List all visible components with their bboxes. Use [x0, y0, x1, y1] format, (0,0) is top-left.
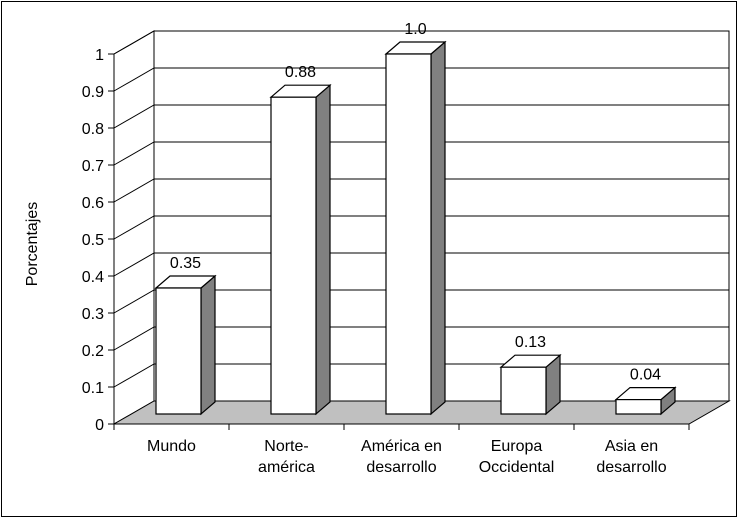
data-label: 0.13 — [515, 334, 546, 351]
bar — [615, 399, 662, 415]
bar — [500, 366, 547, 415]
y-tick-label: 0.9 — [82, 84, 104, 101]
data-label: 0.35 — [170, 255, 201, 272]
bar — [270, 96, 317, 415]
bar — [155, 287, 202, 415]
x-tick-label: Norte-américa — [258, 438, 315, 476]
gridline — [113, 178, 729, 203]
gridlines — [113, 30, 729, 388]
x-tick-label: Asia en desarrollo — [596, 438, 666, 476]
gridline — [113, 326, 729, 351]
bar-side — [200, 274, 216, 416]
gridline — [113, 252, 729, 277]
y-tick-label: 0.5 — [82, 232, 104, 249]
x-tick-label-line: América en — [361, 438, 442, 455]
gridline — [113, 215, 729, 240]
bars — [154, 40, 677, 416]
axes — [108, 53, 690, 430]
y-tick-label: 0.8 — [82, 121, 104, 138]
data-label: 0.88 — [285, 64, 316, 81]
x-tick-label-line: desarrollo — [366, 459, 436, 476]
x-tick-label-line: Occidental — [479, 459, 555, 476]
data-label: 1.0 — [404, 21, 426, 38]
gridline — [113, 104, 729, 129]
x-tick-label-line: Europa — [491, 438, 543, 455]
bar-side — [430, 40, 446, 416]
x-tick-label-line: Mundo — [147, 438, 196, 455]
x-tick-label: Europa Occidental — [479, 438, 555, 476]
y-axis-title: Porcentajes — [24, 202, 41, 287]
x-tick-label-line: Asia en — [605, 438, 658, 455]
y-tick-label: 0.2 — [82, 343, 104, 360]
y-tick-label: 0.6 — [82, 195, 104, 212]
bar — [385, 53, 432, 415]
labels: 0 0.1 0.2 0.3 0.4 0.5 0.6 0.7 0.8 0.9 1 0.35 0.88 1.0… — [82, 21, 667, 476]
x-tick-label-line: américa — [258, 459, 315, 476]
gridline — [113, 67, 729, 92]
y-tick-label: 0.7 — [82, 158, 104, 175]
y-tick-label: 0 — [95, 417, 104, 434]
y-tick-label: 0.1 — [82, 380, 104, 397]
x-tick-label-line: desarrollo — [596, 459, 666, 476]
bar-side — [315, 83, 331, 416]
gridline — [113, 141, 729, 166]
gridline — [113, 289, 729, 314]
data-label: 0.04 — [630, 367, 661, 384]
y-tick-label: 1 — [95, 47, 104, 64]
y-tick-label: 0.4 — [82, 269, 104, 286]
y-tick-label: 0.3 — [82, 306, 104, 323]
x-tick-label: Mundo — [147, 438, 196, 455]
x-tick-label: América en desarrollo — [361, 438, 442, 476]
x-tick-label-line: Norte- — [264, 438, 308, 455]
gridline — [113, 30, 729, 55]
